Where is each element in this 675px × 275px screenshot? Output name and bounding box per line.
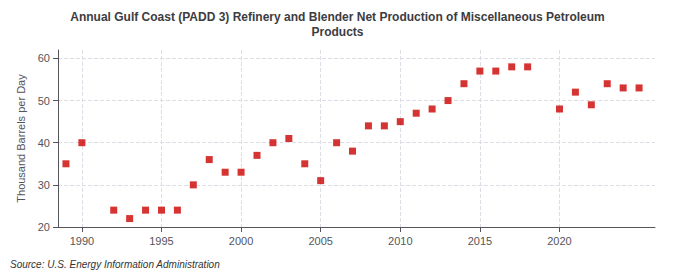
svg-text:1995: 1995: [149, 235, 173, 247]
svg-text:Source: U.S. Energy Informatio: Source: U.S. Energy Information Administ…: [10, 259, 220, 270]
svg-text:2010: 2010: [388, 235, 412, 247]
svg-text:2020: 2020: [547, 235, 571, 247]
svg-text:40: 40: [38, 137, 50, 149]
svg-text:Products: Products: [311, 25, 363, 39]
svg-text:2005: 2005: [308, 235, 332, 247]
svg-text:30: 30: [38, 179, 50, 191]
svg-text:Annual Gulf Coast (PADD 3) Ref: Annual Gulf Coast (PADD 3) Refinery and …: [70, 10, 605, 24]
svg-text:Thousand Barrels per Day: Thousand Barrels per Day: [15, 74, 27, 203]
svg-text:2015: 2015: [468, 235, 492, 247]
svg-text:50: 50: [38, 95, 50, 107]
svg-text:60: 60: [38, 52, 50, 64]
svg-text:20: 20: [38, 221, 50, 233]
svg-text:2000: 2000: [229, 235, 253, 247]
svg-text:1990: 1990: [70, 235, 94, 247]
